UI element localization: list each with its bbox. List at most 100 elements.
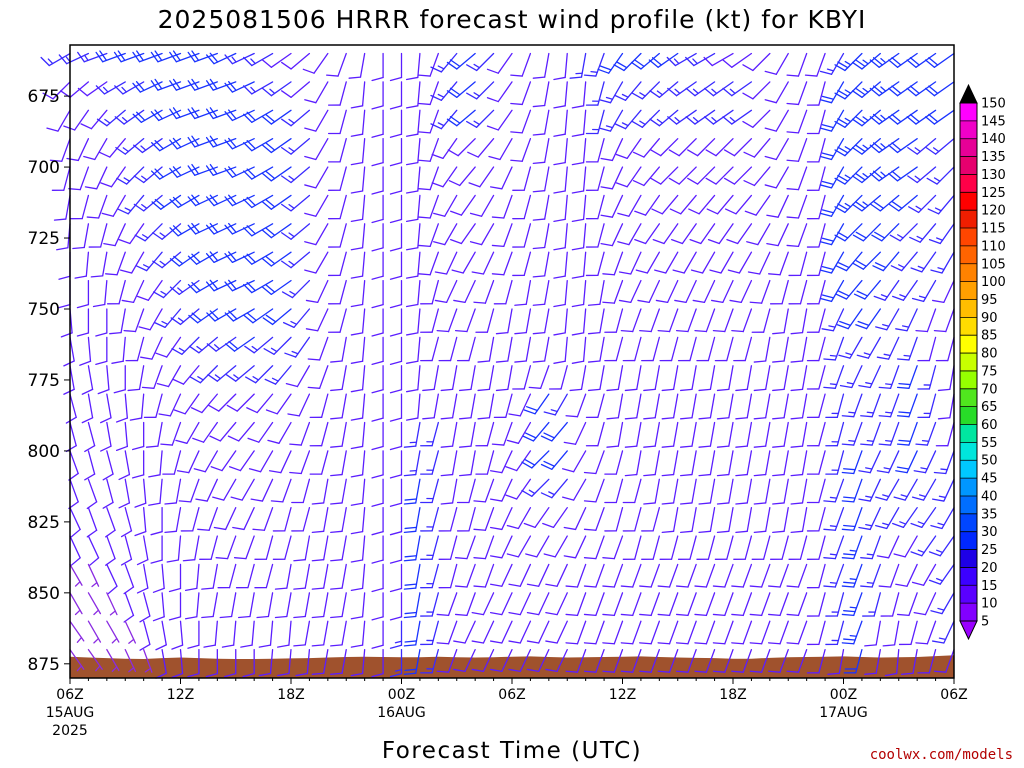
wind-barb [118, 478, 131, 509]
wind-barb [453, 648, 476, 673]
wind-barb [235, 563, 255, 589]
wind-barb [127, 365, 145, 392]
wind-barb [420, 478, 439, 504]
wind-barb [58, 279, 71, 309]
wind-barb [876, 450, 900, 474]
wind-barb [769, 535, 789, 560]
wind-barb [649, 109, 679, 127]
wind-barb [139, 620, 151, 651]
wind-barb [553, 166, 568, 194]
wind-barb [405, 251, 421, 279]
wind-barb [350, 279, 366, 308]
wind-barb [753, 365, 771, 392]
wind-barb [823, 507, 845, 531]
wind-barb [291, 507, 311, 532]
wind-barb [565, 563, 587, 588]
wind-barb [631, 81, 660, 100]
wind-barb [585, 421, 605, 447]
wind-barb [712, 620, 734, 645]
wind-barb [330, 620, 347, 647]
wind-barb [141, 365, 163, 389]
wind-barb [806, 478, 826, 504]
wind-barb [858, 478, 881, 502]
wind-barb [389, 365, 403, 394]
wind-barb [862, 592, 881, 617]
colorbar-segment [960, 567, 977, 586]
wind-barb [226, 393, 255, 412]
wind-barb [506, 421, 532, 444]
wind-barb [489, 563, 513, 587]
wind-barb [606, 365, 624, 392]
wind-barb [571, 109, 587, 137]
wind-barb [389, 81, 403, 110]
wind-barb [571, 138, 587, 166]
wind-barb [749, 563, 771, 588]
wind-barb [433, 223, 458, 246]
wind-barb [136, 535, 149, 566]
wind-barb [160, 421, 182, 446]
wind-barb [835, 279, 863, 300]
wind-barb [602, 535, 624, 560]
wind-barb [679, 478, 697, 505]
wind-barb [371, 194, 384, 224]
wind-barb [585, 223, 605, 248]
wind-barb [350, 507, 366, 535]
wind-barb [403, 535, 421, 562]
wind-barb [620, 592, 642, 617]
colorbar-tick-label: 120 [981, 204, 1006, 219]
wind-barb [403, 507, 421, 534]
wind-barb [841, 450, 863, 475]
wind-barb [95, 308, 108, 337]
wind-barb [469, 223, 495, 246]
wind-barb [136, 563, 149, 594]
wind-barb [604, 478, 624, 504]
wind-barb [302, 52, 329, 74]
wind-barb [657, 563, 679, 588]
wind-barb [860, 421, 881, 446]
wind-barb [95, 336, 108, 366]
wind-barb [687, 166, 716, 185]
wind-barb [937, 393, 955, 420]
colorbar-segment [960, 263, 977, 283]
wind-barb [171, 336, 200, 355]
wind-barb [205, 163, 237, 176]
wind-barb [882, 620, 900, 647]
wind-barb [753, 478, 771, 505]
wind-barb [371, 393, 384, 422]
wind-barb [615, 138, 642, 159]
wind-barb [188, 336, 218, 354]
colorbar-segment [960, 281, 977, 300]
wind-barb [571, 81, 587, 109]
wind-barb [668, 166, 697, 185]
wind-barb [698, 365, 716, 392]
wind-barb [450, 223, 476, 245]
wind-barb [661, 507, 679, 534]
wind-barb [583, 563, 605, 588]
wind-barb [571, 336, 587, 364]
wind-barb [154, 308, 182, 329]
wind-barb [171, 620, 184, 650]
wind-barb [74, 251, 90, 279]
wind-barb [40, 52, 71, 67]
x-tick-label: 06Z [56, 687, 83, 703]
wind-barb [350, 365, 366, 393]
wind-barb [514, 279, 532, 306]
wind-barb [742, 52, 771, 72]
wind-barb [205, 648, 218, 678]
wind-barb [819, 81, 845, 104]
wind-barb [330, 592, 347, 619]
wind-barb [585, 194, 605, 220]
wind-barb [749, 592, 771, 617]
wind-barb [184, 563, 200, 592]
wind-barb [806, 223, 826, 248]
wind-barb [553, 52, 568, 81]
colorbar-segment [960, 585, 977, 604]
wind-barb [224, 109, 255, 122]
wind-barb [458, 393, 476, 420]
wind-barb [309, 450, 329, 475]
wind-barb [786, 138, 808, 162]
wind-barb [434, 251, 458, 275]
wind-barb [561, 478, 587, 501]
wind-barb [152, 563, 165, 593]
wind-barb [80, 109, 108, 130]
